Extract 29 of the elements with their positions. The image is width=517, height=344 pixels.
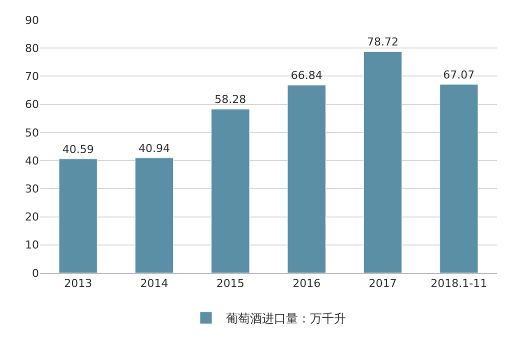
y-tick-label: 10 [25, 238, 39, 252]
y-tick-label: 90 [25, 14, 39, 27]
bar [440, 84, 478, 273]
bar [363, 51, 402, 273]
x-tick-label: 2015 [216, 277, 244, 290]
data-label: 58.28 [214, 93, 246, 106]
x-tick-label: 2014 [140, 277, 168, 290]
y-tick-label: 0 [32, 266, 39, 280]
bar [287, 84, 326, 273]
y-tick-label: 30 [25, 182, 39, 196]
data-label: 67.07 [443, 68, 475, 82]
data-label: 40.59 [62, 142, 94, 156]
legend-label: 葡萄酒进口量：万千升 [226, 312, 346, 326]
bar [58, 158, 98, 273]
y-tick-label: 20 [25, 210, 39, 224]
bar [211, 108, 250, 273]
data-label: 40.94 [138, 142, 170, 155]
bar [134, 158, 174, 273]
y-tick-label: 60 [25, 98, 39, 112]
x-tick-label: 2016 [292, 277, 321, 290]
x-tick-label: 2018.1-11 [430, 277, 488, 290]
x-tick-label: 2017 [368, 277, 397, 290]
x-tick-label: 2013 [64, 277, 92, 290]
y-tick-label: 80 [25, 42, 39, 55]
data-label: 66.84 [290, 69, 322, 82]
y-tick-label: 40 [25, 154, 39, 168]
y-tick-label: 70 [25, 70, 39, 84]
y-tick-label: 50 [25, 126, 39, 140]
data-label: 78.72 [367, 36, 398, 49]
